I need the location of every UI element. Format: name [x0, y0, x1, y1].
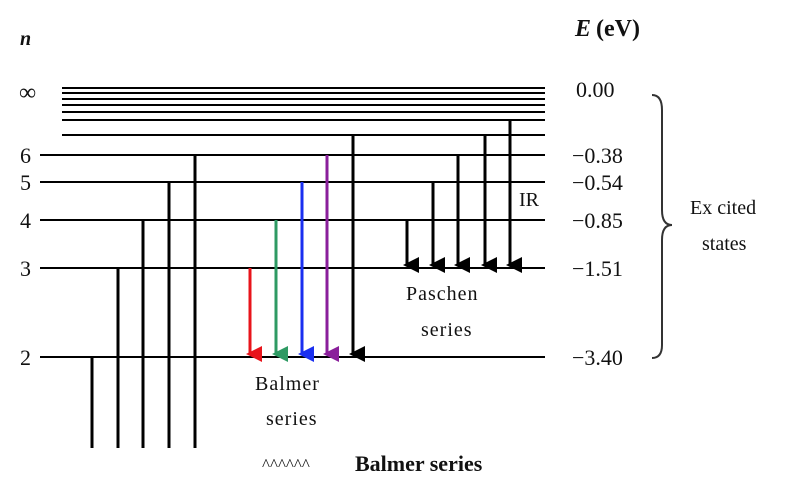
balmer-label-line1: Balmer — [255, 373, 320, 395]
energy-value-4: −0.85 — [572, 208, 623, 233]
ir-label: IR — [519, 189, 540, 211]
energy-value-6: −0.38 — [572, 143, 623, 168]
infinity-levels — [62, 87, 545, 136]
energy-axis-symbol: E — [574, 16, 591, 42]
level-n-6: 6 — [20, 143, 31, 168]
level-n-4: 4 — [20, 208, 31, 233]
excited-states-label-line2: states — [702, 233, 747, 255]
vertical-transition-lines — [90, 155, 197, 448]
level-n-3: 3 — [20, 256, 31, 281]
level-n-2: 2 — [20, 345, 31, 370]
excited-states-label-line1: Ex cited — [690, 197, 756, 219]
paschen-label-line2: series — [421, 319, 473, 341]
caption-text: Balmer series — [355, 451, 483, 476]
energy-value-infinity: 0.00 — [576, 77, 615, 102]
paschen-label-line1: Paschen — [406, 283, 479, 305]
balmer-arrows — [246, 135, 365, 362]
energy-value-5: −0.54 — [572, 170, 623, 195]
level-n-infinity: ∞ — [19, 80, 36, 106]
excited-states-bracket — [651, 94, 673, 359]
energy-axis-unit: (eV) — [596, 16, 640, 42]
energy-value-2: −3.40 — [572, 345, 623, 370]
n-axis-label: n — [20, 28, 31, 50]
energy-value-3: −1.51 — [572, 256, 623, 281]
paschen-arrows — [403, 120, 522, 273]
caption-prefix: ^^^^^^ — [262, 455, 310, 474]
balmer-label-line2: series — [266, 408, 318, 430]
level-n-5: 5 — [20, 170, 31, 195]
